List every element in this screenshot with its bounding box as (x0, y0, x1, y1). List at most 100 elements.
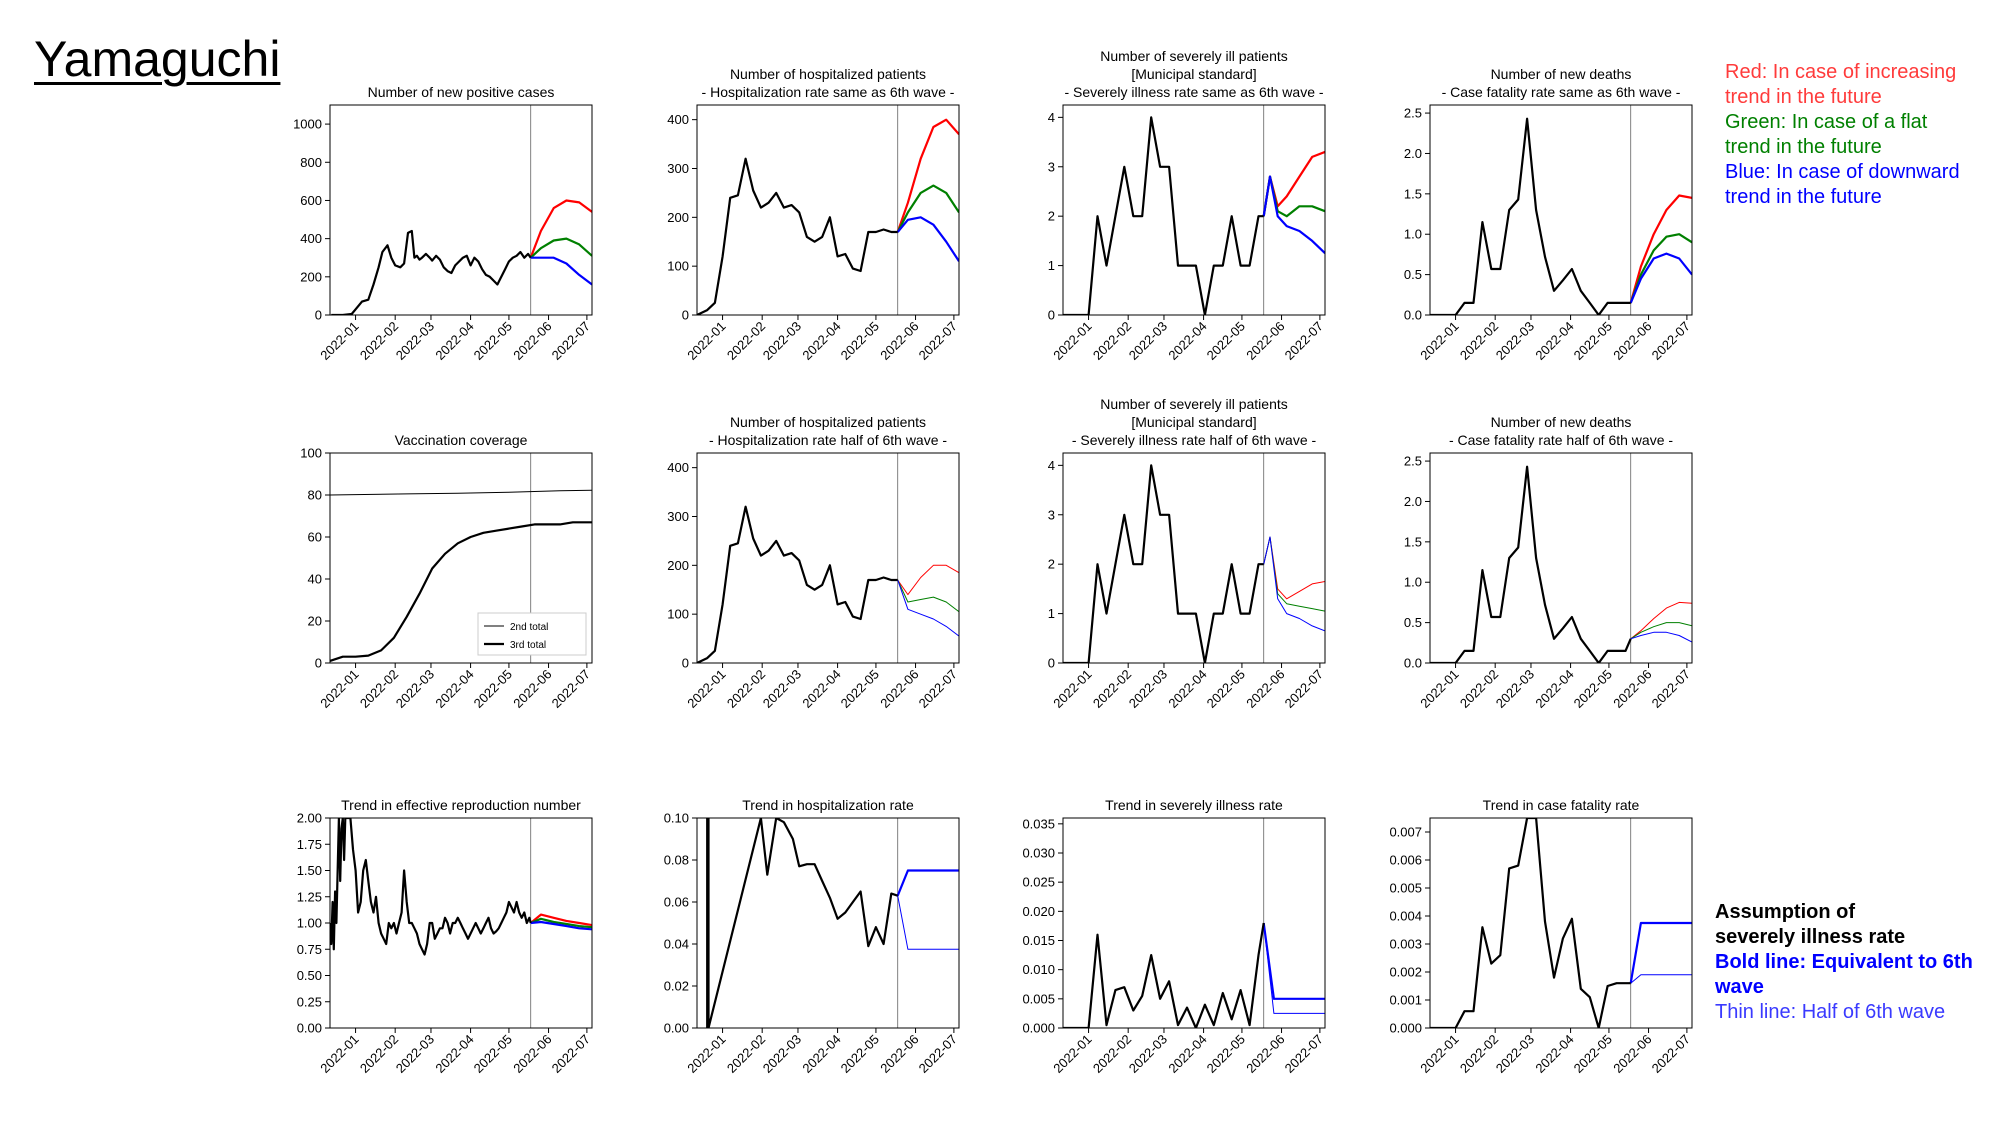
y-tick-label: 1 (1048, 258, 1055, 273)
observed-line (1430, 818, 1631, 1028)
chart-c33: Trend in severely illness rate 0.000 0.005… (1022, 797, 1326, 1076)
y-tick-label: 0.00 (664, 1021, 689, 1036)
y-tick-label: 400 (667, 460, 689, 475)
legend-red-line-1: Red: In case of increasing (1725, 61, 1957, 83)
y-tick-label: 2 (1048, 557, 1055, 572)
x-tick-label: 2022-03 (760, 1032, 804, 1076)
series-line-thin-line (897, 895, 959, 950)
series-line-2nd-total (330, 489, 592, 496)
y-tick-label: 3 (1048, 507, 1055, 522)
y-tick-label: 20 (308, 614, 322, 629)
y-tick-label: 0.0 (1404, 656, 1422, 671)
x-tick-label: 2022-07 (1282, 667, 1326, 711)
series-line-bold-line (1629, 921, 1692, 984)
plot-frame (329, 104, 593, 316)
x-tick-label: 2022-02 (357, 319, 401, 363)
y-tick-label: 1.0 (1404, 227, 1422, 242)
y-tick-label: 1.5 (1404, 534, 1422, 549)
x-tick-label: 2022-07 (916, 319, 960, 363)
series-line-thin-line (1630, 974, 1692, 984)
y-tick-label: 0.030 (1022, 846, 1055, 861)
x-tick-label: 2022-06 (1243, 667, 1287, 711)
y-tick-label: 0.005 (1389, 881, 1422, 896)
y-tick-label: 4 (1048, 110, 1055, 125)
x-tick-label: 2022-04 (1165, 319, 1209, 363)
x-tick-label: 2022-05 (838, 1032, 882, 1076)
legend-green-line-2: trend in the future (1725, 136, 1882, 158)
series-line-red (896, 118, 959, 233)
series-line-blue (530, 256, 592, 286)
x-tick-label: 2022-07 (549, 319, 593, 363)
x-tick-label: 2022-02 (724, 1032, 768, 1076)
x-tick-label: 2022-01 (1417, 319, 1461, 363)
x-tick-label: 2022-05 (1204, 667, 1248, 711)
y-tick-label: 300 (667, 161, 689, 176)
chart-title: - Case fatality rate same as 6th wave - (1442, 84, 1681, 100)
legend-label: 3rd total (510, 640, 546, 651)
x-tick-label: 2022-01 (1417, 667, 1461, 711)
x-tick-label: 2022-05 (471, 319, 515, 363)
y-tick-label: 0.25 (297, 994, 322, 1009)
x-tick-label: 2022-03 (393, 667, 437, 711)
y-tick-label: 2 (1048, 209, 1055, 224)
series-line-red (1629, 194, 1692, 304)
y-tick-label: 0.002 (1389, 965, 1422, 980)
chart-title: [Municipal standard] (1131, 414, 1256, 430)
x-tick-label: 2022-03 (393, 319, 437, 363)
y-tick-label: 0.000 (1389, 1021, 1422, 1036)
y-tick-label: 0.75 (297, 942, 322, 957)
x-tick-label: 2022-04 (799, 319, 843, 363)
x-tick-label: 2022-04 (432, 667, 476, 711)
x-tick-label: 2022-02 (724, 667, 768, 711)
chart-c11: Number of new positive cases 0 200 400 600 80… (293, 84, 593, 363)
x-tick-label: 2022-05 (838, 667, 882, 711)
assumption-heading-1: Assumption of (1715, 901, 1855, 923)
y-tick-label: 0.001 (1389, 993, 1422, 1008)
x-tick-label: 2022-04 (432, 1032, 476, 1076)
x-tick-label: 2022-03 (1126, 667, 1170, 711)
x-tick-label: 2022-04 (799, 1032, 843, 1076)
y-tick-label: 1.5 (1404, 186, 1422, 201)
x-tick-label: 2022-07 (1282, 1032, 1326, 1076)
y-tick-label: 1.25 (297, 889, 322, 904)
y-tick-label: 1.50 (297, 863, 322, 878)
y-tick-label: 0.015 (1022, 933, 1055, 948)
x-tick-label: 2022-01 (1050, 1032, 1094, 1076)
x-tick-label: 2022-03 (760, 319, 804, 363)
series-line-blue (1630, 631, 1692, 643)
y-tick-label: 2.5 (1404, 454, 1422, 469)
chart-title: Number of new positive cases (368, 84, 555, 100)
series-line-green (897, 579, 959, 613)
observed-line (1063, 464, 1264, 663)
plot-frame (1429, 817, 1693, 1029)
x-tick-label: 2022-01 (1050, 319, 1094, 363)
y-tick-label: 0.003 (1389, 937, 1422, 952)
assumption-heading-2: severely illness rate (1715, 926, 1906, 948)
chart-title: Trend in effective reproduction number (341, 797, 581, 813)
plot-frame (1429, 104, 1693, 316)
series-line-red (529, 199, 592, 259)
y-tick-label: 600 (300, 193, 322, 208)
observed-line (331, 229, 532, 315)
series-line-bold-line (896, 869, 959, 897)
assumption-legend: Assumption of severely illness rate Bold… (1715, 900, 1995, 1025)
x-tick-label: 2022-04 (1532, 1032, 1576, 1076)
y-tick-label: 0 (1048, 656, 1055, 671)
observed-line (706, 818, 899, 1028)
x-tick-label: 2022-03 (1126, 1032, 1170, 1076)
y-tick-label: 2.00 (297, 811, 322, 826)
x-tick-label: 2022-04 (1532, 667, 1576, 711)
x-tick-label: 2022-01 (317, 667, 361, 711)
series-line-red (1263, 536, 1325, 600)
y-tick-label: 3 (1048, 159, 1055, 174)
y-tick-label: 0.000 (1022, 1021, 1055, 1036)
y-tick-label: 800 (300, 155, 322, 170)
y-tick-label: 0.025 (1022, 875, 1055, 890)
y-tick-label: 200 (667, 558, 689, 573)
chart-c31: Trend in effective reproduction number 0.… (297, 797, 593, 1076)
assumption-bold-1: Bold line: Equivalent to 6th (1715, 951, 1973, 973)
plot-frame (1062, 452, 1326, 664)
y-tick-label: 1000 (293, 117, 322, 132)
series-line-green (529, 237, 592, 259)
x-tick-label: 2022-07 (1649, 667, 1693, 711)
